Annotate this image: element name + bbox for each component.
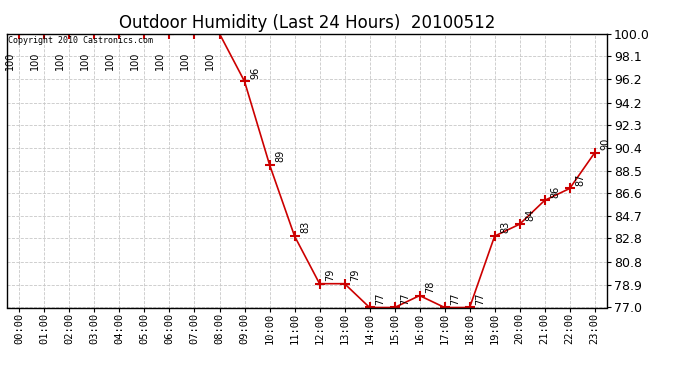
Text: 100: 100 bbox=[130, 52, 140, 70]
Text: 100: 100 bbox=[80, 52, 90, 70]
Text: 100: 100 bbox=[55, 52, 66, 70]
Text: 77: 77 bbox=[400, 292, 410, 305]
Text: 100: 100 bbox=[6, 52, 15, 70]
Text: 96: 96 bbox=[250, 66, 260, 79]
Text: 100: 100 bbox=[180, 52, 190, 70]
Text: 89: 89 bbox=[275, 150, 285, 162]
Text: 90: 90 bbox=[600, 138, 610, 150]
Text: 78: 78 bbox=[425, 280, 435, 293]
Text: 86: 86 bbox=[550, 185, 560, 198]
Text: 77: 77 bbox=[450, 292, 460, 305]
Text: 100: 100 bbox=[30, 52, 40, 70]
Title: Outdoor Humidity (Last 24 Hours)  20100512: Outdoor Humidity (Last 24 Hours) 2010051… bbox=[119, 14, 495, 32]
Text: Copyright 2010 Castronics.com: Copyright 2010 Castronics.com bbox=[8, 36, 153, 45]
Text: 79: 79 bbox=[325, 268, 335, 281]
Text: 84: 84 bbox=[525, 209, 535, 221]
Text: 87: 87 bbox=[575, 173, 585, 186]
Text: 77: 77 bbox=[375, 292, 385, 305]
Text: 100: 100 bbox=[106, 52, 115, 70]
Text: 79: 79 bbox=[350, 268, 360, 281]
Text: 100: 100 bbox=[155, 52, 166, 70]
Text: 100: 100 bbox=[206, 52, 215, 70]
Text: 83: 83 bbox=[500, 221, 510, 233]
Text: 83: 83 bbox=[300, 221, 310, 233]
Text: 77: 77 bbox=[475, 292, 485, 305]
